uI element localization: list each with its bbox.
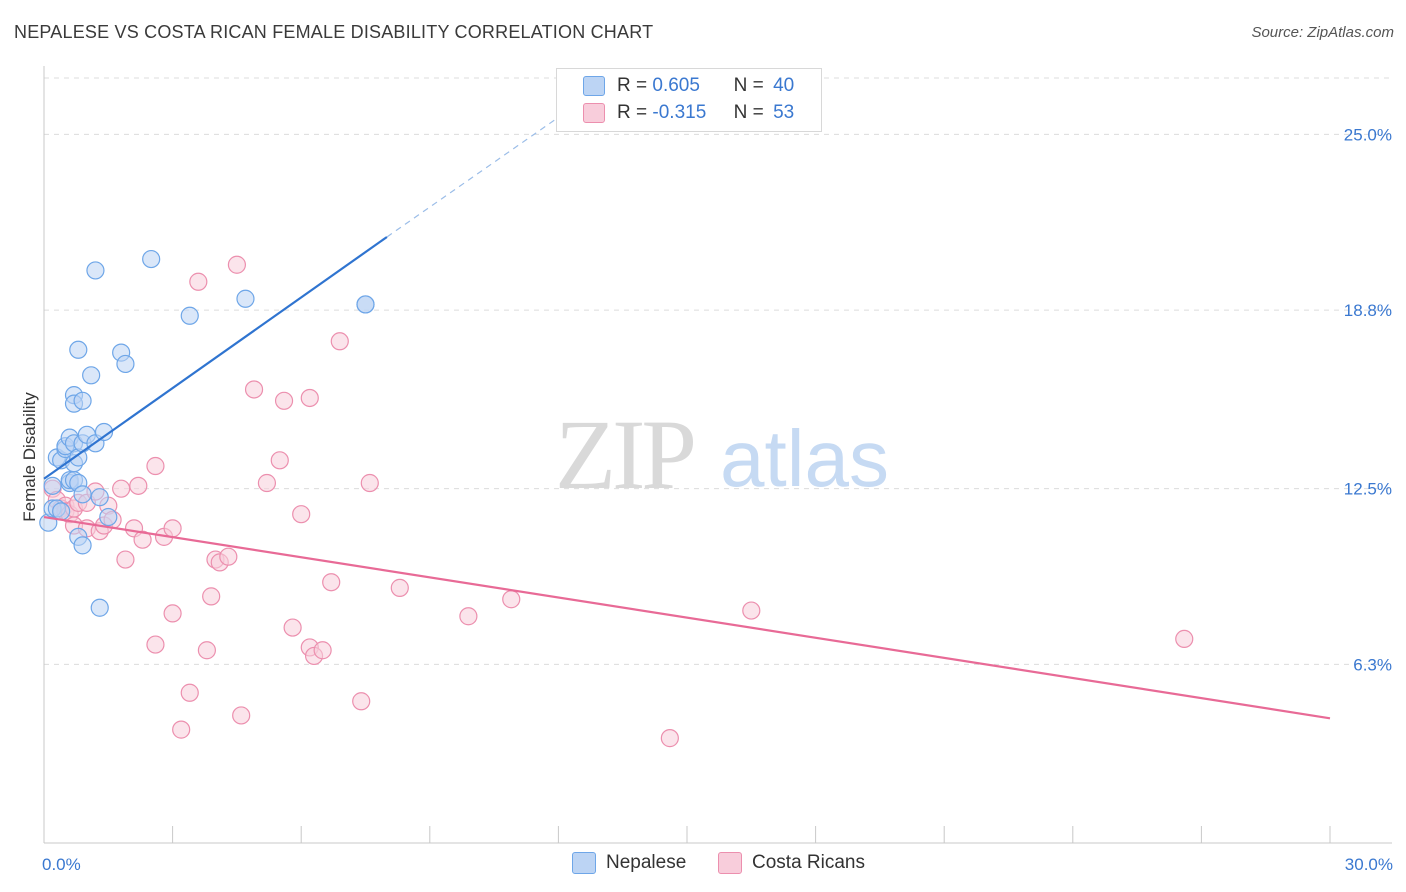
costa-point (313, 641, 332, 660)
x-tick-label: 0.0% (42, 855, 81, 874)
nepalese-point (90, 488, 109, 507)
bottom-legend-costa-label: Costa Ricans (752, 852, 865, 873)
costa-point (292, 505, 311, 524)
costa-point (163, 519, 182, 538)
costa-point (219, 547, 238, 566)
nepalese-point (142, 249, 161, 269)
chart-title: NEPALESE VS COSTA RICAN FEMALE DISABILIT… (14, 22, 654, 42)
costa-point (283, 618, 302, 637)
costa-swatch (583, 103, 605, 123)
nepalese-point (180, 306, 199, 325)
nepalese-swatch (572, 852, 596, 874)
y-tick-label: 6.3% (1353, 655, 1392, 674)
nepalese-point (73, 485, 92, 504)
costa-point (172, 720, 191, 739)
x-tick-label: 30.0% (1345, 855, 1393, 874)
correlation-legend: R = 0.605 N = 40 R = -0.315 N = 53 (556, 68, 822, 132)
costa-point (352, 692, 371, 711)
costa-point (270, 451, 289, 470)
costa-point (197, 641, 216, 660)
legend-row-costa: R = -0.315 N = 53 (583, 102, 794, 124)
y-tick-label: 12.5% (1344, 480, 1392, 499)
costa-point (133, 530, 152, 549)
costa-point (390, 578, 409, 597)
legend-n-label: N = (733, 102, 764, 123)
nepalese-point (236, 289, 255, 308)
nepalese-point (99, 507, 118, 527)
y-tick-label: 18.8% (1344, 301, 1392, 320)
costa-point (163, 604, 182, 623)
nepalese-trend-extension (386, 116, 559, 238)
costa-point (1175, 629, 1194, 649)
y-tick-label: 25.0% (1344, 125, 1392, 144)
costa-point (180, 683, 199, 702)
costa-point (189, 272, 208, 291)
nepalese-point (86, 261, 105, 280)
legend-row-nepalese: R = 0.605 N = 40 (583, 75, 794, 97)
nepalese-point (69, 340, 88, 359)
legend-n-value: 53 (773, 102, 795, 123)
legend-n-value: 40 (773, 75, 795, 96)
costa-swatch (718, 852, 742, 874)
nepalese-trend-line (43, 236, 388, 480)
watermark: ZIP atlas (555, 399, 889, 510)
costa-point (202, 587, 221, 606)
costa-point (146, 456, 165, 476)
legend-r-value: -0.315 (652, 102, 707, 123)
nepalese-point (356, 295, 375, 314)
costa-point (116, 550, 135, 569)
y-axis-label: Female Disability (20, 392, 39, 522)
nepalese-point (90, 598, 109, 617)
bottom-legend-nepalese: Nepalese (572, 852, 686, 874)
costa-point (257, 473, 277, 493)
legend-r-label: R = (617, 102, 648, 123)
costa-trend-line (43, 515, 1331, 720)
costa-point (742, 601, 761, 620)
legend-r-label: R = (617, 75, 648, 96)
nepalese-point (82, 366, 101, 385)
costa-point (459, 607, 478, 626)
bottom-legend-costa: Costa Ricans (718, 852, 865, 874)
nepalese-point (94, 422, 114, 442)
costa-point (232, 706, 251, 725)
watermark-atlas: atlas (720, 414, 889, 503)
nepalese-swatch (583, 76, 605, 96)
legend-r-value: 0.605 (652, 75, 700, 96)
costa-point (112, 479, 131, 498)
costa-point (227, 255, 246, 274)
watermark-zip: ZIP (555, 399, 693, 510)
costa-point (660, 729, 679, 748)
axes (43, 66, 1392, 844)
gridlines (44, 77, 1392, 665)
nepalese-point (73, 391, 92, 410)
costa-point (129, 476, 148, 495)
nepalese-point (73, 536, 92, 555)
costa-point (502, 590, 521, 609)
nepalese-points (39, 249, 375, 617)
tick-labels: 6.3% 12.5% 18.8% 25.0% 0.0% 30.0% (42, 125, 1393, 874)
nepalese-point (52, 502, 71, 521)
costa-point (300, 388, 319, 408)
costa-point (360, 473, 379, 493)
costa-point (244, 380, 264, 399)
nepalese-point (43, 476, 62, 495)
costa-point (274, 391, 294, 410)
trend-lines (43, 116, 1331, 720)
costa-point (322, 573, 341, 592)
costa-point (330, 332, 349, 351)
source-label: Source: ZipAtlas.com (1251, 24, 1394, 41)
nepalese-point (116, 354, 135, 374)
bottom-legend-nepalese-label: Nepalese (606, 852, 687, 873)
legend-n-label: N = (733, 75, 764, 96)
costa-point (146, 635, 165, 654)
